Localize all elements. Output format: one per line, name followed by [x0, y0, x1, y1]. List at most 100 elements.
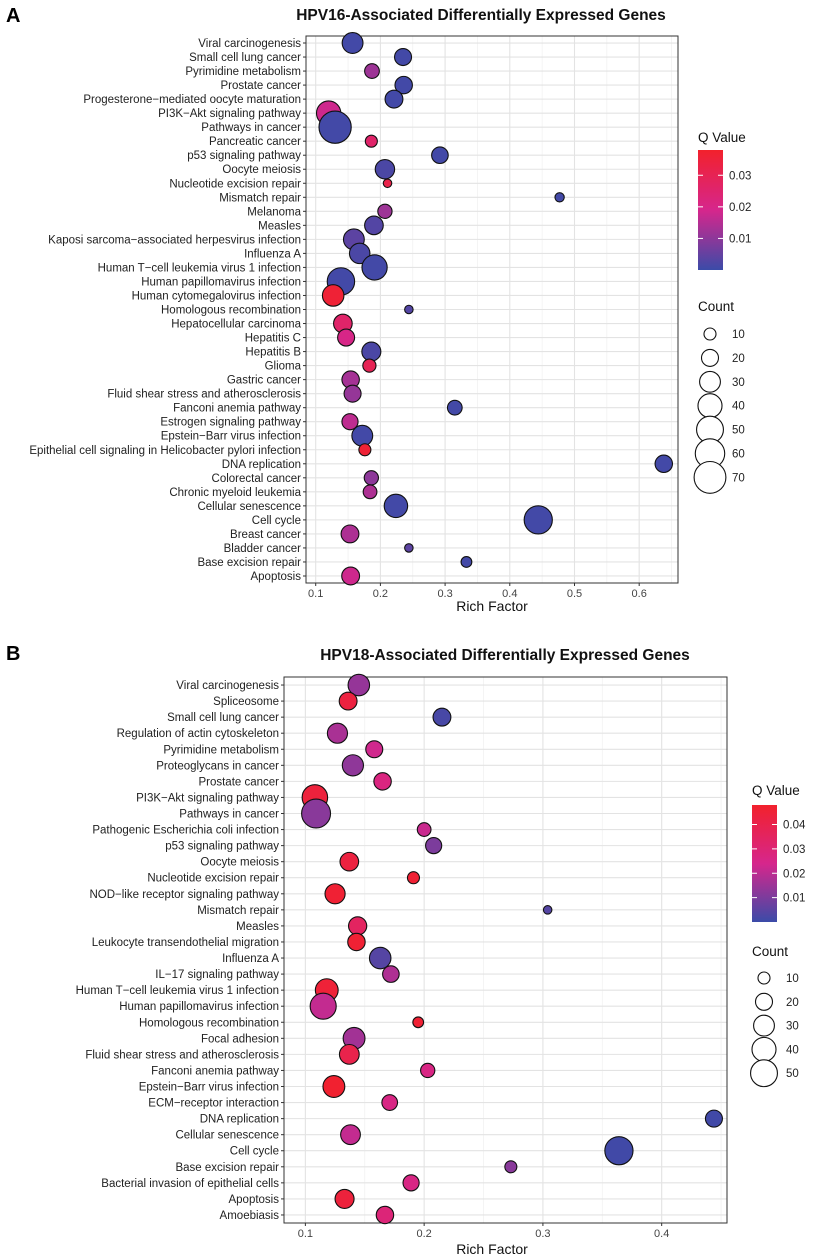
y-tick-label: Influenza A: [244, 248, 301, 260]
data-point: [347, 932, 366, 952]
y-tick-label: Human papillomavirus infection: [141, 276, 301, 288]
data-point: [347, 916, 368, 936]
q-value-legend: Q Value 0.01 0.02 0.03 0.04: [752, 783, 806, 922]
count-legend-label: 50: [786, 1068, 799, 1080]
y-tick-label: PI3K−Akt signaling pathway: [136, 792, 279, 804]
count-legend-circle: [751, 1036, 777, 1062]
chart-title: HPV16-Associated Differentially Expresse…: [296, 7, 666, 24]
y-tick-label: Apoptosis: [228, 1194, 279, 1206]
data-point: [363, 470, 380, 486]
y-tick-label: Fanconi anemia pathway: [173, 403, 301, 415]
q-value-legend: Q Value 0.01 0.02 0.03: [698, 130, 751, 270]
count-legend-label: 10: [786, 973, 799, 985]
x-axis: 0.1 0.2 0.3 0.4 0.5 0.6: [308, 583, 647, 600]
y-tick-label: IL−17 signaling pathway: [155, 969, 279, 981]
count-legend-circle: [753, 1014, 775, 1037]
y-tick-label: Melanoma: [247, 206, 301, 218]
data-point: [309, 992, 337, 1020]
data-point: [348, 242, 371, 265]
y-tick-label: Glioma: [265, 361, 302, 373]
data-point: [347, 673, 371, 697]
data-point: [340, 524, 360, 544]
data-point: [446, 399, 463, 416]
x-axis-label: Rich Factor: [456, 598, 528, 614]
count-legend-label: 50: [732, 425, 745, 437]
x-tick-label: 0.3: [535, 1228, 550, 1240]
count-legend-label: 30: [732, 377, 745, 389]
data-point: [394, 75, 413, 95]
y-tick-label: Measles: [236, 921, 279, 933]
data-point: [425, 837, 443, 855]
data-point: [554, 192, 565, 203]
y-tick-label: Homologous recombination: [139, 1017, 279, 1029]
y-tick-label: Hepatitis B: [245, 347, 301, 359]
y-tick-label: Nucleotide excision repair: [147, 873, 279, 885]
y-tick-label: Base excision repair: [175, 1162, 279, 1174]
data-point: [382, 178, 393, 189]
colorbar-tick-label: 0.01: [729, 233, 751, 245]
y-tick-label: Amoebiasis: [220, 1210, 280, 1222]
x-tick-label: 0.6: [632, 588, 647, 600]
data-point: [374, 159, 396, 180]
count-legend: Count 10 20 30 40 50 60 70: [693, 299, 745, 494]
data-point: [383, 493, 409, 519]
q-value-colorbar: [752, 805, 777, 922]
x-tick-label: 0.3: [437, 588, 452, 600]
count-legend-circle: [703, 327, 717, 341]
y-tick-label: Viral carcinogenesis: [198, 38, 301, 50]
y-tick-label: Cellular senescence: [175, 1130, 279, 1142]
count-legend-title: Count: [698, 299, 734, 314]
data-point: [321, 284, 345, 307]
y-tick-label: Regulation of actin cytoskeleton: [117, 728, 279, 740]
data-point: [340, 1124, 361, 1146]
y-tick-label: Base excision repair: [197, 557, 301, 569]
y-tick-label: Colorectal cancer: [212, 473, 302, 485]
y-tick-label: Hepatitis C: [245, 333, 301, 345]
y-tick-label: Fluid shear stress and atherosclerosis: [107, 389, 301, 401]
y-axis: Viral carcinogenesis Spliceosome Small cel…: [76, 680, 284, 1222]
y-axis: Viral carcinogenesis Small cell lung canc…: [29, 38, 306, 583]
count-legend-label: 20: [786, 997, 799, 1009]
data-point: [393, 47, 413, 67]
x-tick-label: 0.1: [308, 588, 323, 600]
data-point: [504, 1160, 518, 1174]
y-tick-label: Estrogen signaling pathway: [160, 417, 301, 429]
y-tick-label: Measles: [258, 220, 301, 232]
y-tick-label: Homologous recombination: [161, 305, 301, 317]
y-tick-label: Chronic myeloid leukemia: [169, 487, 301, 499]
data-point: [420, 1062, 436, 1079]
y-tick-label: Hepatocellular carcinoma: [171, 319, 301, 331]
data-point: [326, 722, 349, 744]
data-point: [324, 883, 346, 905]
chart-title: HPV18-Associated Differentially Expresse…: [320, 647, 690, 664]
data-point: [406, 871, 421, 885]
y-tick-label: Progesterone−mediated oocyte maturation: [83, 94, 301, 106]
data-point: [364, 63, 380, 79]
y-tick-label: DNA replication: [222, 459, 301, 471]
data-points: [301, 673, 723, 1225]
gridlines: [306, 36, 678, 583]
y-tick-label: Oocyte meiosis: [222, 164, 301, 176]
y-tick-label: Bacterial invasion of epithelial cells: [101, 1178, 279, 1190]
panel-label: A: [6, 5, 20, 27]
data-point: [416, 822, 432, 837]
y-tick-label: Proteoglycans in cancer: [156, 760, 279, 772]
y-tick-label: Epstein−Barr virus infection: [139, 1082, 279, 1094]
data-point: [301, 798, 332, 829]
colorbar-tick-label: 0.02: [783, 868, 805, 880]
q-value-legend-title: Q Value: [698, 130, 746, 145]
count-legend-label: 10: [732, 329, 745, 341]
colorbar-tick-label: 0.03: [729, 170, 751, 182]
y-tick-label: Focal adhesion: [201, 1033, 279, 1045]
count-legend-circle: [754, 992, 774, 1011]
y-tick-label: Epithelial cell signaling in Helicobacte…: [29, 445, 301, 457]
y-tick-label: ECM−receptor interaction: [148, 1098, 279, 1110]
data-point: [362, 484, 378, 500]
count-legend-circle: [750, 1059, 778, 1088]
y-tick-label: Gastric cancer: [227, 375, 301, 387]
data-point: [322, 1075, 346, 1098]
data-point: [343, 384, 362, 403]
panel-b: B HPV18-Associated Differentially Express…: [6, 643, 806, 1257]
count-legend: Count 10 20 30 40 50: [750, 944, 799, 1088]
y-tick-label: Human T−cell leukemia virus 1 infection: [76, 985, 279, 997]
